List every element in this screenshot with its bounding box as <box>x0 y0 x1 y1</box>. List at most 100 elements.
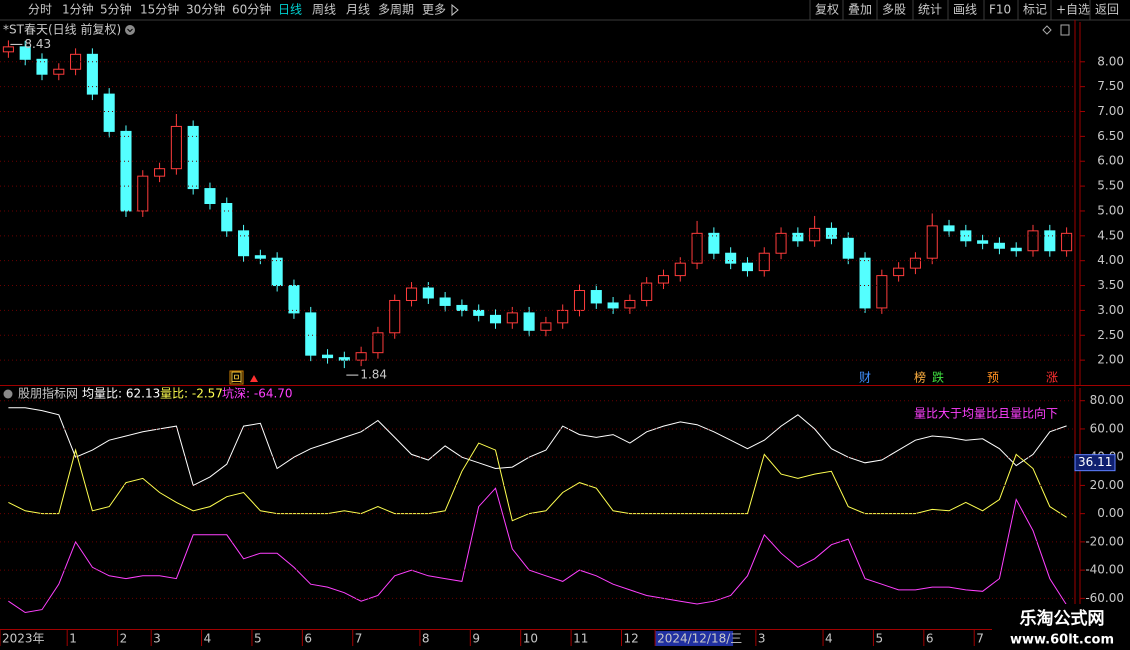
min-label: 1.84 <box>360 368 387 382</box>
chart-title: *ST春天(日线 前复权) <box>3 22 121 37</box>
candle-body <box>238 230 250 257</box>
y-tick-label: 7.00 <box>1097 104 1124 118</box>
legend-entry: 量比: -2.57 <box>160 387 223 401</box>
x-tick-label: 6 <box>304 632 312 646</box>
y-tick-label: -20.00 <box>1085 534 1124 548</box>
candle-body <box>53 68 65 75</box>
candle-body <box>557 309 569 324</box>
toolbar-button[interactable]: +自选 <box>1056 3 1090 17</box>
event-marker[interactable]: 财 <box>859 371 871 385</box>
x-tick-label: 3 <box>153 632 161 646</box>
y-tick-label: 5.00 <box>1097 203 1124 217</box>
candle-body <box>204 188 216 205</box>
event-marker[interactable]: 预 <box>987 371 999 385</box>
candle-body <box>725 252 737 264</box>
candle-body <box>187 125 199 190</box>
candle-body <box>641 282 653 301</box>
candle-body <box>36 58 48 75</box>
event-marker[interactable]: 涨 <box>1046 370 1058 385</box>
candle-body <box>590 290 602 304</box>
event-marker[interactable]: 跌 <box>932 370 944 385</box>
toolbar-button[interactable]: 叠加 <box>848 3 872 17</box>
candle-body <box>422 287 434 299</box>
x-tick-label: 4 <box>825 632 833 646</box>
y-tick-label: 60.00 <box>1090 421 1124 435</box>
period-tab[interactable]: 60分钟 <box>232 2 271 17</box>
x-tick-label: 1 <box>69 632 77 646</box>
candle-body <box>19 46 31 60</box>
candle-body <box>221 203 233 232</box>
y-tick-label: -40.00 <box>1085 563 1124 577</box>
candle-body <box>372 332 384 354</box>
x-tick-label: 7 <box>355 632 363 646</box>
event-marker[interactable]: 回 <box>230 371 242 385</box>
toolbar-button[interactable]: 复权 <box>815 3 839 17</box>
period-tab[interactable]: 更多 <box>422 3 446 17</box>
toolbar-button[interactable]: F10 <box>989 3 1011 17</box>
x-tick-label: 2 <box>120 632 128 646</box>
candle-body <box>993 242 1005 249</box>
period-tab[interactable]: 日线 <box>278 3 302 17</box>
period-tab[interactable]: 分时 <box>28 3 52 17</box>
y-tick-label: 7.50 <box>1097 79 1124 93</box>
x-tick-label: 2023年 <box>2 632 45 646</box>
y-tick-label: 8.00 <box>1097 54 1124 68</box>
candle-body <box>691 232 703 264</box>
candle-body <box>792 232 804 242</box>
event-triangle <box>250 375 258 382</box>
axes: 2.00 2.50 3.00 3.50 4.00 4.50 5.00 5.50 6.00 6.50… <box>0 37 1124 646</box>
chevron-icon <box>127 28 133 33</box>
x-tick-label: 10 <box>523 632 538 646</box>
diamond-icon[interactable] <box>1042 25 1052 35</box>
series-line <box>8 442 1067 522</box>
candle-body <box>809 227 821 242</box>
y-tick-label: 4.00 <box>1097 253 1124 267</box>
series-line <box>8 407 1067 487</box>
period-tab[interactable]: 5分钟 <box>100 2 132 17</box>
candle-body <box>607 302 619 309</box>
period-tab[interactable]: 周线 <box>312 3 336 17</box>
candle-body <box>456 304 468 311</box>
toolbar-button[interactable]: 标记 <box>1023 3 1047 17</box>
cursor-value-box <box>1074 454 1116 472</box>
x-tick-label: 3 <box>758 632 766 646</box>
toolbar-button[interactable]: 统计 <box>918 3 942 17</box>
period-tab[interactable]: 30分钟 <box>186 2 225 17</box>
indicator-menu-icon[interactable] <box>3 389 13 399</box>
period-tab[interactable]: 多周期 <box>378 3 414 17</box>
period-tab[interactable]: 15分钟 <box>140 2 179 17</box>
max-label: 8.43 <box>24 37 51 51</box>
x-tick-label: 8 <box>422 632 430 646</box>
x-tick-label: 6 <box>926 632 934 646</box>
candle-body <box>2 46 14 53</box>
x-tick-label: 11 <box>573 632 588 646</box>
watermark-title: 乐淘公式网 <box>1020 608 1105 629</box>
candle-body <box>355 352 367 361</box>
window-icon[interactable] <box>1060 24 1070 36</box>
legend-entry: 均量比: 62.13 <box>82 387 160 401</box>
y-tick-label: 4.50 <box>1097 228 1124 242</box>
x-tick-label: 4 <box>204 632 212 646</box>
watermark-bg <box>992 604 1130 650</box>
candle-body <box>86 53 98 95</box>
event-marker[interactable]: 榜 <box>914 370 926 385</box>
candle-body <box>1010 247 1022 252</box>
y-tick-label: 2.50 <box>1097 328 1124 342</box>
candle-body <box>842 237 854 259</box>
title-menu-icon[interactable] <box>125 25 135 35</box>
event-markers: 回 财 榜 跌 预 涨 <box>229 370 1058 385</box>
toolbar-button[interactable]: 多股 <box>882 3 906 17</box>
candle-body <box>288 285 300 314</box>
candle-body <box>1061 232 1073 252</box>
cursor-date-bg <box>655 631 734 646</box>
y-tick-label: 2.00 <box>1097 353 1124 367</box>
cursor-value: 36.11 <box>1078 455 1112 469</box>
toolbar-button[interactable]: 返回 <box>1095 3 1119 17</box>
candle-body <box>893 267 905 277</box>
period-tab[interactable]: 月线 <box>346 3 370 17</box>
period-tab[interactable]: 1分钟 <box>62 2 94 17</box>
candle-body <box>506 312 518 324</box>
toolbar-button[interactable]: 画线 <box>953 3 977 17</box>
